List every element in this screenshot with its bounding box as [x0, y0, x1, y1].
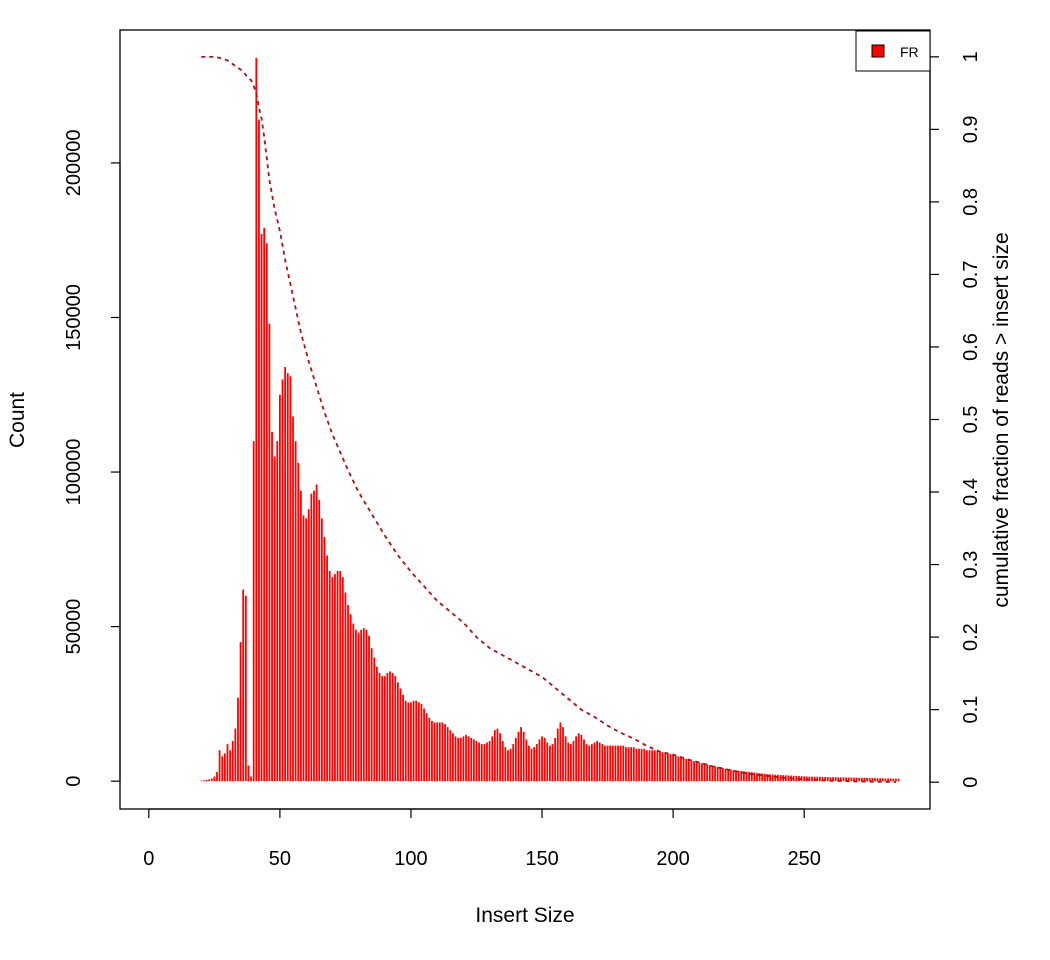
y-tick-label: 100000: [63, 439, 85, 506]
y2-tick-label: 0.7: [960, 261, 982, 289]
cumulative-fraction-line: [201, 55, 896, 783]
x-tick-label: 0: [143, 848, 154, 870]
legend-swatch-fr: [871, 44, 885, 58]
y-tick-label: 200000: [63, 130, 85, 197]
legend-label-fr: FR: [900, 44, 919, 60]
y2-tick-label: 0.2: [960, 623, 982, 651]
x-axis: 0 50 100 150 200 250: [143, 808, 821, 870]
y-axis-left: 0 50000 100000 150000 200000: [63, 130, 121, 787]
y2-tick-label: 0.5: [960, 406, 982, 434]
x-axis-title: Insert Size: [475, 904, 574, 927]
x-tick-label: 200: [656, 848, 689, 870]
x-tick-label: 100: [394, 848, 427, 870]
legend: FR: [855, 30, 931, 72]
y-axis-title: Count: [6, 392, 29, 448]
y2-tick-label: 0.8: [960, 188, 982, 216]
y2-tick-label: 1: [960, 51, 982, 62]
y2-axis-title: cumulative fraction of reads > insert si…: [990, 232, 1013, 607]
y-tick-label: 0: [63, 776, 85, 787]
cumulative-line-path: [201, 55, 896, 783]
x-tick-label: 250: [787, 848, 820, 870]
y-tick-label: 150000: [63, 284, 85, 351]
x-tick-label: 50: [269, 848, 291, 870]
histogram-bars: [200, 57, 900, 782]
y2-tick-label: 0.6: [960, 333, 982, 361]
y-tick-label: 50000: [63, 599, 85, 655]
y-axis-right: 0 0.1 0.2 0.3 0.4 0.5 0.6 0.7 0.8 0.9 1: [929, 51, 982, 788]
y2-tick-label: 0.9: [960, 115, 982, 143]
x-tick-label: 150: [525, 848, 558, 870]
y2-tick-label: 0.3: [960, 551, 982, 579]
y2-tick-label: 0.1: [960, 696, 982, 724]
legend-box: [855, 30, 931, 72]
y2-tick-label: 0.4: [960, 478, 982, 506]
y2-tick-label: 0: [960, 777, 982, 788]
